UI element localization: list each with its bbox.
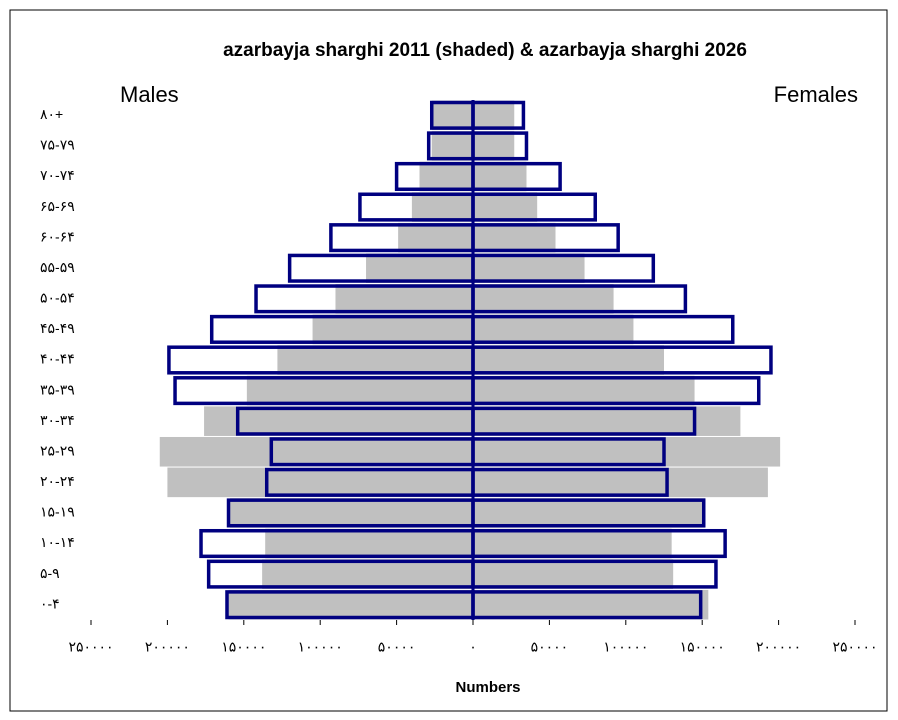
y-tick-label: ۲۵-۲۹: [40, 442, 75, 458]
bar-shaded: [473, 375, 695, 406]
bar-shaded: [473, 192, 538, 222]
bar-shaded: [473, 559, 674, 589]
bar-shaded: [473, 528, 672, 559]
bar-shaded: [473, 222, 556, 253]
y-tick-label: ۰-۴: [40, 595, 60, 611]
x-tick-label: ۰: [469, 639, 477, 655]
bar-shaded: [473, 589, 709, 620]
bar-shaded: [228, 589, 473, 620]
bar-shaded: [411, 192, 473, 222]
females-label: Females: [774, 82, 858, 107]
bar-shaded: [473, 314, 634, 345]
y-tick-label: ۴۵-۴۹: [40, 320, 75, 336]
x-tick-label: ۱۵۰۰۰۰: [221, 639, 266, 655]
y-tick-label: ۷۵-۷۹: [40, 137, 75, 153]
bar-shaded: [167, 467, 473, 498]
bar-shaded: [431, 100, 473, 131]
x-tick-label: ۲۰۰۰۰۰: [145, 639, 190, 655]
bar-shaded: [312, 314, 473, 345]
x-tick-label: ۱۰۰۰۰۰: [298, 639, 343, 655]
y-tick-label: ۱۰-۱۴: [40, 534, 75, 550]
y-tick-label: ۴۰-۴۴: [40, 351, 75, 367]
y-tick-label: ۲۰-۲۴: [40, 473, 75, 489]
x-axis-label: Numbers: [455, 679, 520, 696]
bar-shaded: [159, 436, 473, 467]
bar-shaded: [419, 161, 473, 192]
x-tick-label: ۲۰۰۰۰۰: [756, 639, 801, 655]
x-tick-label: ۱۵۰۰۰۰: [680, 639, 725, 655]
y-tick-label: ۳۰-۳۴: [40, 412, 75, 428]
y-tick-label: ۵۵-۵۹: [40, 259, 75, 275]
bar-shaded: [473, 253, 585, 284]
bar-shaded: [473, 131, 515, 161]
bar-shaded: [398, 222, 473, 253]
y-tick-label: ۷۰-۷۴: [40, 167, 75, 183]
bar-shaded: [473, 345, 664, 375]
bar-shaded: [473, 161, 527, 192]
y-tick-label: ۳۵-۳۹: [40, 381, 75, 397]
bar-shaded: [277, 345, 473, 375]
bar-shaded: [431, 131, 473, 161]
bar-shaded: [473, 498, 706, 528]
bar-shaded: [265, 528, 473, 559]
y-tick-label: ۶۰-۶۴: [40, 228, 75, 244]
y-tick-label: ۸۰+: [40, 106, 63, 122]
y-tick-label: ۵-۹: [40, 565, 60, 581]
bar-shaded: [335, 284, 473, 314]
y-tick-label: ۵۰-۵۴: [40, 290, 75, 306]
y-tick-label: ۶۵-۶۹: [40, 198, 75, 214]
bar-shaded: [473, 436, 781, 467]
bar-shaded: [204, 406, 473, 436]
x-tick-label: ۲۵۰۰۰۰: [68, 639, 113, 655]
bar-shaded: [230, 498, 473, 528]
chart-title: azarbayja sharghi 2011 (shaded) & azarba…: [223, 40, 747, 61]
x-tick-label: ۱۰۰۰۰۰: [603, 639, 648, 655]
males-label: Males: [120, 82, 179, 107]
bar-shaded: [246, 375, 473, 406]
x-tick-label: ۵۰۰۰۰: [531, 639, 569, 655]
y-tick-label: ۱۵-۱۹: [40, 504, 75, 520]
bar-shaded: [473, 284, 614, 314]
bar-shaded: [473, 406, 741, 436]
x-tick-label: ۲۵۰۰۰۰: [832, 639, 877, 655]
bar-shaded: [473, 100, 515, 131]
bar-shaded: [473, 467, 768, 498]
x-tick-label: ۵۰۰۰۰: [378, 639, 416, 655]
bar-shaded: [262, 559, 473, 589]
bar-shaded: [366, 253, 473, 284]
